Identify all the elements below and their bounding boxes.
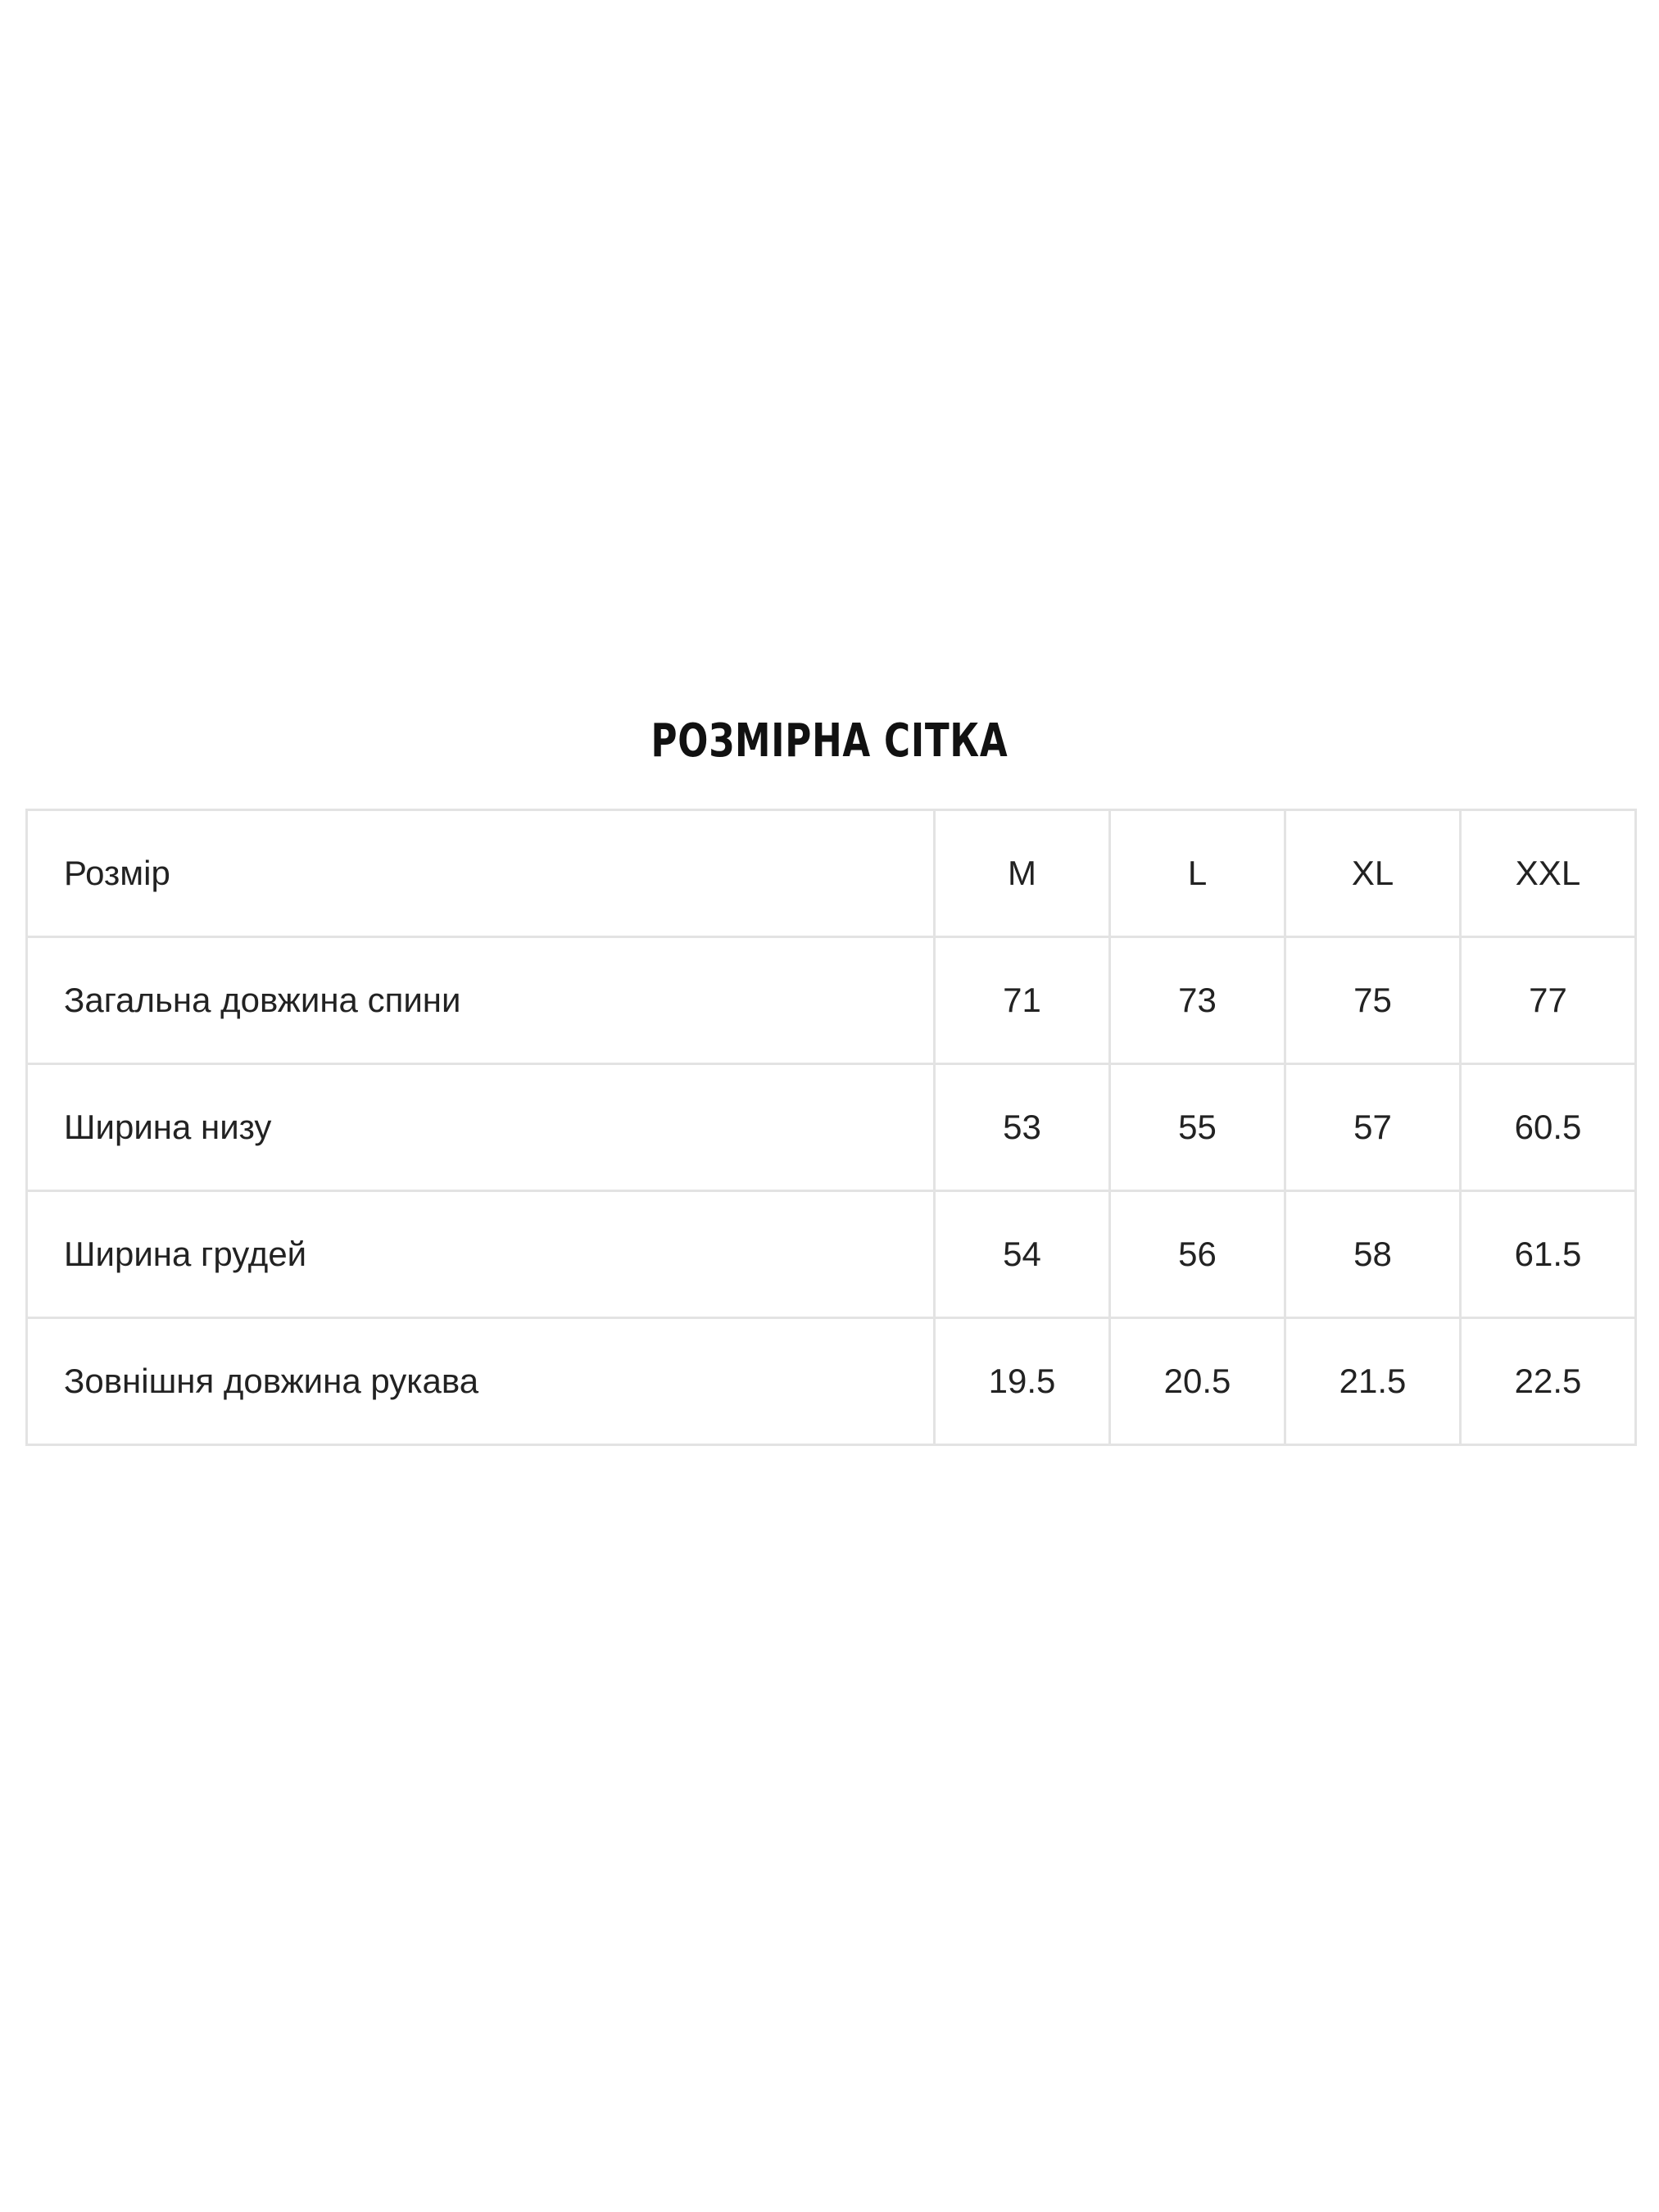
page-title: РОЗМІРНА СІТКА — [650, 714, 1009, 768]
cell: 22.5 — [1459, 1317, 1637, 1446]
header-label: Розмір — [25, 809, 936, 938]
cell: 58 — [1284, 1190, 1462, 1319]
header-size: XXL — [1459, 809, 1637, 938]
row-label: Ширина грудей — [25, 1190, 936, 1319]
cell: 71 — [933, 936, 1111, 1065]
cell: 73 — [1108, 936, 1286, 1065]
cell: 20.5 — [1108, 1317, 1286, 1446]
cell: 53 — [933, 1063, 1111, 1192]
cell: 21.5 — [1284, 1317, 1462, 1446]
header-size: M — [933, 809, 1111, 938]
row-label: Загальна довжина спини — [25, 936, 936, 1065]
table-row: Зовнішня довжина рукава 19.5 20.5 21.5 2… — [25, 1317, 1637, 1446]
cell: 55 — [1108, 1063, 1286, 1192]
table-row: Ширина низу 53 55 57 60.5 — [25, 1063, 1637, 1192]
cell: 60.5 — [1459, 1063, 1637, 1192]
table-row: Ширина грудей 54 56 58 61.5 — [25, 1190, 1637, 1319]
cell: 19.5 — [933, 1317, 1111, 1446]
table-row: Загальна довжина спини 71 73 75 77 — [25, 936, 1637, 1065]
size-chart-table: Розмір M L XL XXL Загальна довжина спини… — [25, 809, 1637, 1446]
header-size: L — [1108, 809, 1286, 938]
table-header-row: Розмір M L XL XXL — [25, 809, 1637, 938]
row-label: Зовнішня довжина рукава — [25, 1317, 936, 1446]
header-size: XL — [1284, 809, 1462, 938]
cell: 54 — [933, 1190, 1111, 1319]
row-label: Ширина низу — [25, 1063, 936, 1192]
cell: 75 — [1284, 936, 1462, 1065]
cell: 61.5 — [1459, 1190, 1637, 1319]
cell: 56 — [1108, 1190, 1286, 1319]
cell: 57 — [1284, 1063, 1462, 1192]
cell: 77 — [1459, 936, 1637, 1065]
